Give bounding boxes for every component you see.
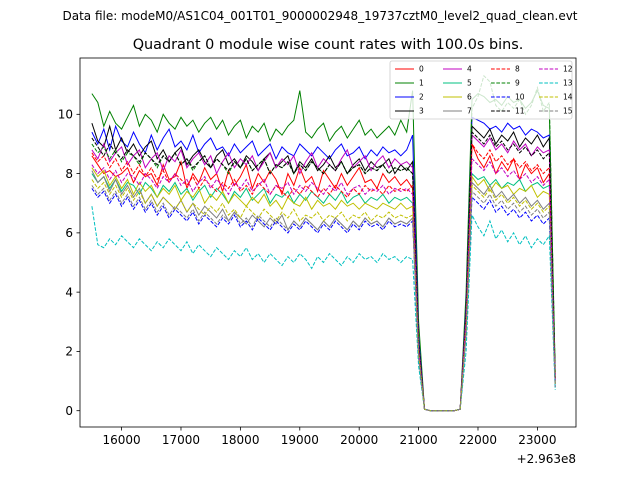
series-line-14 xyxy=(91,179,556,412)
legend-label-7: 7 xyxy=(467,107,472,116)
legend-label-0: 0 xyxy=(419,65,424,74)
x-tick-label: 18000 xyxy=(221,433,259,447)
legend-label-4: 4 xyxy=(467,65,472,74)
legend-label-10: 10 xyxy=(515,93,525,102)
legend-label-3: 3 xyxy=(419,107,424,116)
x-tick-label: 22000 xyxy=(459,433,497,447)
axes-frame xyxy=(79,57,577,428)
plot-area-series xyxy=(91,74,556,412)
legend-label-15: 15 xyxy=(563,107,573,116)
series-line-15 xyxy=(91,185,556,412)
axes: 16000 17000 18000 19000 20000 21000 22000 23000… xyxy=(58,57,577,466)
series-line-11 xyxy=(91,130,556,412)
x-tick-label: 23000 xyxy=(518,433,556,447)
series-line-13 xyxy=(91,206,556,412)
y-tick-label: 8 xyxy=(65,167,73,181)
x-offset-label: +2.963e8 xyxy=(517,452,576,466)
legend-label-13: 13 xyxy=(563,79,573,88)
series-line-0 xyxy=(91,143,556,412)
legend-box xyxy=(389,60,573,120)
y-tick-label: 2 xyxy=(65,345,73,359)
chart-title: Quadrant 0 module wise count rates with … xyxy=(133,37,524,53)
figure-suptitle: Data file: modeM0/AS1C04_001T01_90000029… xyxy=(62,9,577,23)
legend-label-14: 14 xyxy=(563,93,573,102)
series-line-10 xyxy=(91,188,556,412)
y-tick-label: 10 xyxy=(58,108,73,122)
x-tick-label: 19000 xyxy=(281,433,319,447)
series-line-6 xyxy=(91,167,556,412)
legend-label-2: 2 xyxy=(419,93,424,102)
legend-label-6: 6 xyxy=(467,93,472,102)
x-tick-label: 20000 xyxy=(340,433,378,447)
series-line-4 xyxy=(91,133,556,412)
y-tick-label: 4 xyxy=(65,285,73,299)
legend-label-1: 1 xyxy=(419,79,424,88)
legend-label-11: 11 xyxy=(515,107,525,116)
y-tick-label: 0 xyxy=(65,404,73,418)
x-tick-label: 16000 xyxy=(102,433,140,447)
legend-label-9: 9 xyxy=(515,79,520,88)
legend-label-5: 5 xyxy=(467,79,472,88)
series-line-5 xyxy=(91,172,556,412)
x-tick-label: 21000 xyxy=(399,433,437,447)
series-line-2 xyxy=(91,116,556,412)
legend-label-8: 8 xyxy=(515,65,520,74)
legend-label-12: 12 xyxy=(563,65,573,74)
y-tick-label: 6 xyxy=(65,226,73,240)
series-line-12 xyxy=(91,157,556,412)
x-tick-label: 17000 xyxy=(162,433,200,447)
